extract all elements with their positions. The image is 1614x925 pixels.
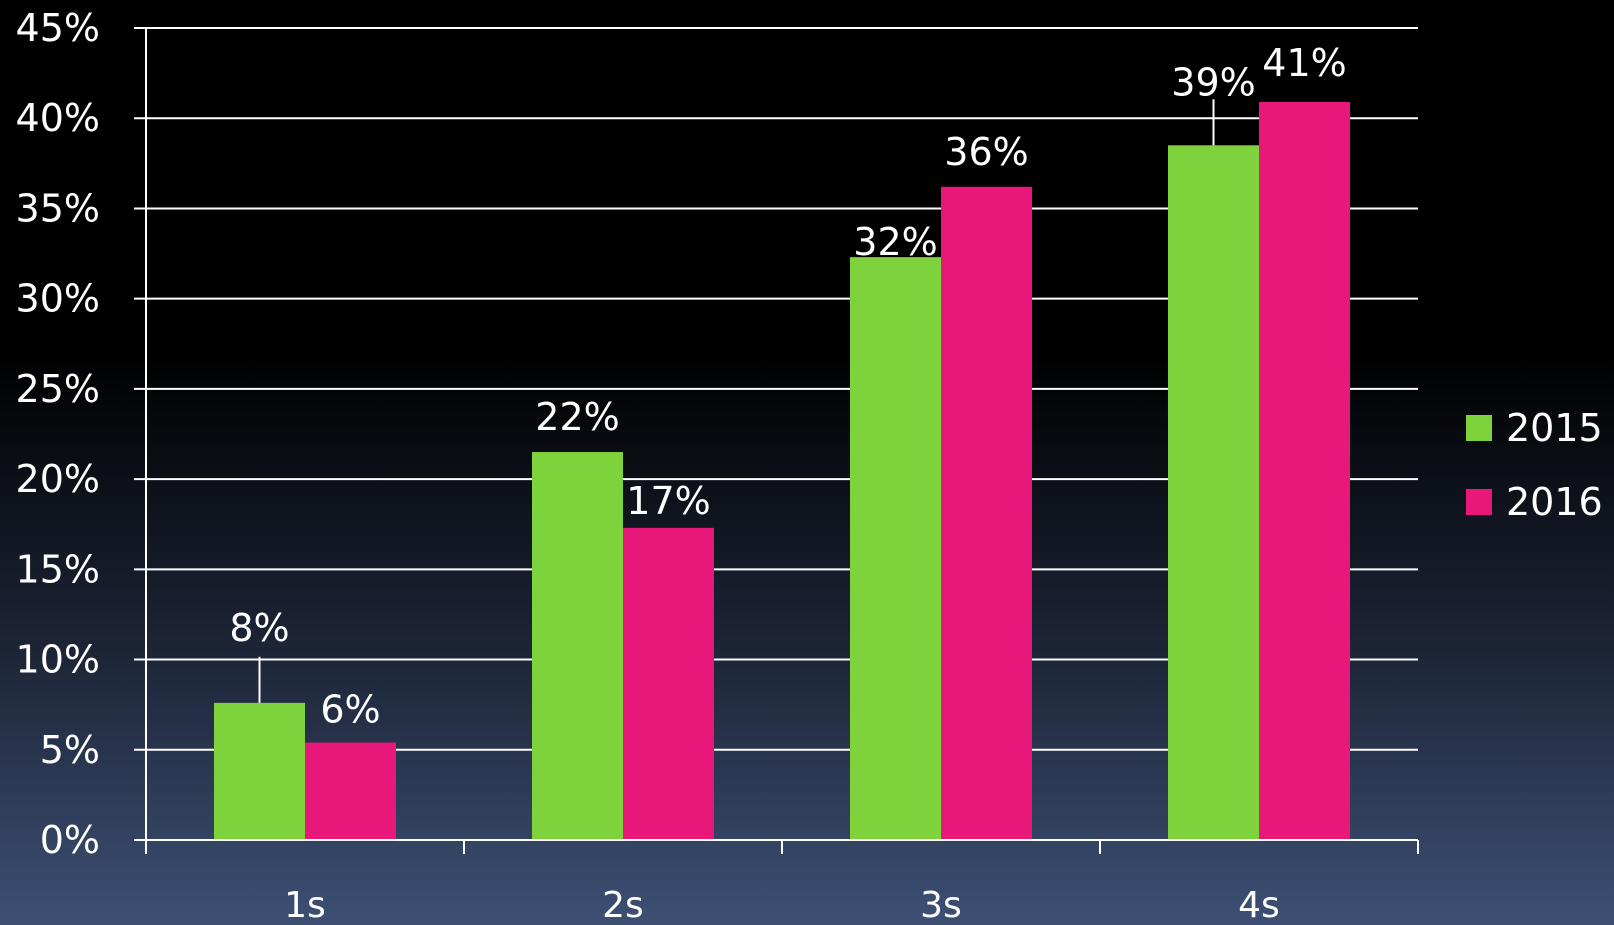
y-tick-label: 15% xyxy=(16,547,100,591)
data-label: 17% xyxy=(626,479,710,523)
bars xyxy=(214,101,1350,841)
x-axis-labels: 1s 2s 3s 4s xyxy=(284,885,1280,925)
y-tick-label: 0% xyxy=(40,818,100,862)
axes xyxy=(134,28,1419,854)
bar-2016-2s xyxy=(623,527,714,840)
bar-2015-4s xyxy=(1168,145,1259,841)
x-category-label: 4s xyxy=(1238,885,1280,925)
legend-swatch-2016 xyxy=(1466,489,1492,515)
bar-2016-3s xyxy=(941,186,1032,840)
data-label: 22% xyxy=(535,395,619,439)
data-label: 8% xyxy=(229,606,289,650)
bar-2015-1s xyxy=(214,702,305,840)
y-tick-label: 30% xyxy=(16,277,100,321)
y-tick-label: 5% xyxy=(40,728,100,772)
bar-2016-4s xyxy=(1259,101,1350,840)
legend: 2015 2016 xyxy=(1466,406,1603,524)
legend-label: 2015 xyxy=(1506,406,1603,450)
y-tick-label: 25% xyxy=(16,367,100,411)
legend-swatch-2015 xyxy=(1466,415,1492,441)
y-tick-label: 45% xyxy=(16,6,100,50)
y-tick-label: 10% xyxy=(16,638,100,682)
bar-2015-3s xyxy=(850,257,941,841)
x-category-label: 2s xyxy=(602,885,644,925)
data-label: 6% xyxy=(320,688,380,732)
data-label: 41% xyxy=(1262,41,1346,85)
data-labels: 8% 6% 22%17% 32% 36% 39% 41% xyxy=(229,41,1346,732)
grid-lines xyxy=(134,27,1418,751)
y-axis-ticks: 0% 5% 10% 15% 20% 25% 30% 35% 40% 45% xyxy=(16,6,100,862)
bar-2016-1s xyxy=(305,742,396,840)
data-label: 32% xyxy=(853,220,937,264)
data-label: 39% xyxy=(1171,60,1255,104)
data-label: 36% xyxy=(944,130,1028,174)
y-tick-label: 35% xyxy=(16,186,100,230)
x-category-label: 3s xyxy=(920,885,962,925)
y-tick-label: 40% xyxy=(16,96,100,140)
x-category-label: 1s xyxy=(284,885,326,925)
y-tick-label: 20% xyxy=(16,457,100,501)
bar-2015-2s xyxy=(532,452,623,840)
legend-label: 2016 xyxy=(1506,480,1603,524)
